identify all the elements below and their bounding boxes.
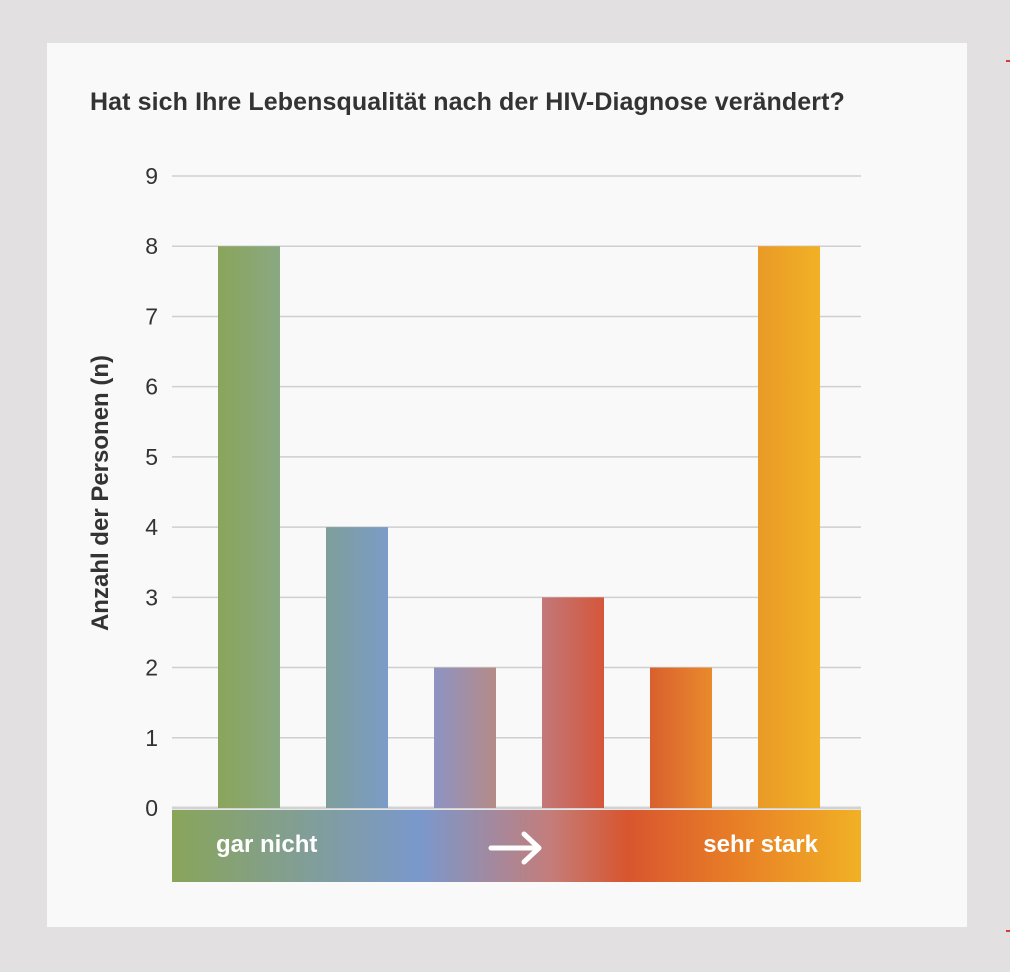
y-tick-label: 2 xyxy=(145,655,158,681)
y-tick-label: 3 xyxy=(145,584,158,610)
edge-mark xyxy=(1006,60,1010,62)
bars xyxy=(218,246,820,808)
y-tick-label: 9 xyxy=(145,163,158,189)
bar-4 xyxy=(542,597,604,808)
y-tick-label: 5 xyxy=(145,444,158,470)
scale-right-label: sehr stark xyxy=(703,831,818,858)
y-tick-label: 0 xyxy=(145,795,158,821)
edge-mark xyxy=(1006,930,1010,932)
y-tick-label: 7 xyxy=(145,303,158,329)
bar-5 xyxy=(650,667,712,808)
y-tick-label: 8 xyxy=(145,233,158,259)
y-tick-labels: 0 1 2 3 4 5 6 7 8 9 xyxy=(145,163,158,821)
arrow-right-icon xyxy=(488,831,542,865)
y-tick-label: 1 xyxy=(145,725,158,751)
gridlines xyxy=(172,175,861,810)
chart-title: Hat sich Ihre Lebensqualität nach der HI… xyxy=(90,88,845,116)
bar-1 xyxy=(218,246,280,808)
bar-2 xyxy=(326,527,388,808)
y-tick-label: 4 xyxy=(145,514,158,540)
scale-left-label: gar nicht xyxy=(216,831,317,858)
bar-3 xyxy=(434,667,496,808)
y-tick-label: 6 xyxy=(145,374,158,400)
bar-6 xyxy=(758,246,820,808)
